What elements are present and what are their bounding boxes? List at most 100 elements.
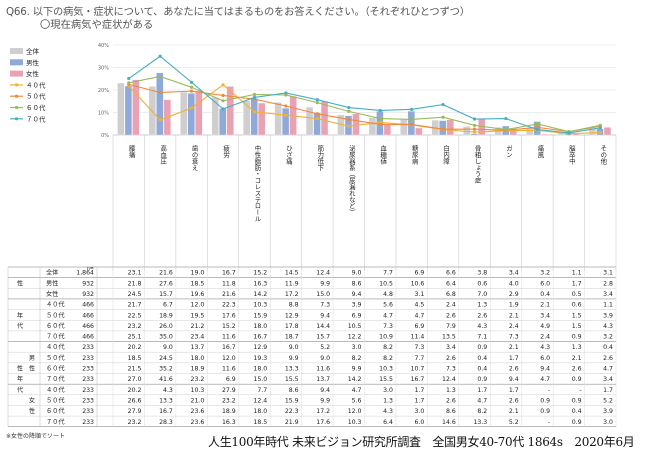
row-label: 女性 (46, 290, 58, 298)
legend-label: ５０代 (26, 92, 46, 101)
table-cell: 14.2 (253, 291, 267, 298)
series-point (410, 122, 414, 127)
footnote: ※女性の降順でソート (6, 433, 66, 440)
category-label: 糖尿病 (411, 144, 419, 166)
table-cell: 13.3 (159, 397, 173, 404)
table-cell: 0.6 (477, 280, 487, 287)
category-label: 疲労 (222, 144, 230, 159)
table-cell: - (548, 387, 550, 394)
series-point (158, 54, 162, 58)
category-label: 白内障 (442, 144, 450, 166)
series-line-50s (128, 83, 601, 133)
table-cell: 16.7 (253, 334, 267, 341)
bar-total (400, 119, 408, 136)
table-cell: 6.0 (540, 355, 550, 362)
table-cell: 27.0 (128, 376, 142, 383)
row-label: 男性 (46, 279, 58, 287)
y-tick-label: 20% (98, 88, 109, 94)
table-cell: 17.8 (285, 323, 299, 330)
row-subgroup-label: 性 (29, 407, 35, 415)
series-line-70s (128, 55, 601, 134)
table-cell: 0.9 (572, 376, 582, 383)
table-cell: 15.9 (253, 312, 267, 319)
table-cell: 8.6 (446, 408, 456, 415)
table-cell: 26.6 (128, 397, 142, 404)
table-cell: 12.4 (253, 397, 267, 404)
table-cell: 9.4 (352, 291, 362, 298)
series-point (284, 104, 288, 108)
table-cell: - (548, 419, 550, 426)
series-point (252, 110, 257, 114)
table-cell: 17.2 (285, 291, 299, 298)
legend-label: ７０代 (26, 114, 46, 123)
table-cell: 2.1 (540, 302, 550, 309)
table-cell: 20.2 (128, 387, 142, 394)
table-cell: 5.6 (352, 397, 362, 404)
table-cell: 10.5 (379, 280, 393, 287)
series-point (535, 122, 540, 126)
table-cell: 4.7 (477, 397, 487, 404)
table-cell: 21.0 (191, 397, 205, 404)
table-cell: 3.9 (352, 302, 362, 309)
series-point (441, 127, 445, 131)
category-label: その他 (599, 145, 607, 166)
table-cell: 19.0 (191, 270, 205, 277)
series-point (472, 117, 477, 121)
table-cell: 0.9 (540, 397, 550, 404)
category-label: 骨粗しょう症 (474, 145, 482, 185)
table-cell: 12.0 (191, 302, 205, 309)
bar-total (211, 97, 219, 136)
table-cell: 2.4 (540, 334, 550, 341)
table-cell: 4.3 (603, 323, 613, 330)
table-cell: 6.9 (352, 312, 362, 319)
row-label: ７０代 (46, 333, 65, 341)
bar-male (282, 108, 290, 136)
series-point (347, 124, 351, 128)
legend-marker (14, 94, 19, 98)
table-cell: 18.9 (191, 366, 205, 373)
series-point (410, 107, 414, 111)
table-cell: 15.0 (316, 291, 330, 298)
table-cell: 18.0 (253, 366, 267, 373)
table-cell: 22.5 (128, 312, 142, 319)
series-point (252, 95, 257, 100)
table-cell: 2.6 (509, 397, 519, 404)
table-cell: 1.7 (415, 387, 425, 394)
table-cell: 7.3 (320, 302, 330, 309)
table-cell: 18.0 (253, 408, 267, 415)
bar-female (132, 79, 140, 136)
table-cell: 4.7 (540, 376, 550, 383)
series-point (221, 99, 225, 103)
table-cell: 3.2 (603, 334, 613, 341)
table-cell: 0.9 (572, 397, 582, 404)
table-cell: 2.6 (603, 355, 613, 362)
bar-total (368, 117, 377, 136)
table-cell: 3.4 (509, 270, 519, 277)
category-label: 歯の衰え (191, 144, 199, 171)
row-label: ５０代 (46, 354, 65, 362)
table-cell: 14.2 (348, 376, 362, 383)
bar-female (195, 90, 203, 136)
series-point (158, 74, 162, 79)
table-cell: 1.3 (572, 344, 582, 351)
series-point (472, 130, 477, 134)
table-cell: 13.3 (473, 419, 487, 426)
table-cell: 17.2 (316, 408, 330, 415)
table-cell: 16.7 (411, 376, 425, 383)
series-point (127, 76, 131, 81)
table-cell: 10.5 (348, 323, 362, 330)
table-cell: 9.9 (289, 355, 299, 362)
table-cell: 2.6 (446, 312, 456, 319)
row-label: 全体 (46, 269, 59, 277)
table-cell: 7.3 (383, 323, 393, 330)
table-cell: 3.9 (603, 312, 613, 319)
bar-female (226, 86, 234, 136)
table-cell: 4.9 (540, 323, 550, 330)
table-cell: 0.9 (477, 376, 487, 383)
table-cell: 7.7 (415, 355, 425, 362)
table-cell: 8.6 (352, 280, 362, 287)
bar-total (274, 102, 282, 136)
series-point (378, 108, 382, 113)
table-cell: 5.2 (320, 344, 330, 351)
table-cell: 2.1 (509, 344, 519, 351)
